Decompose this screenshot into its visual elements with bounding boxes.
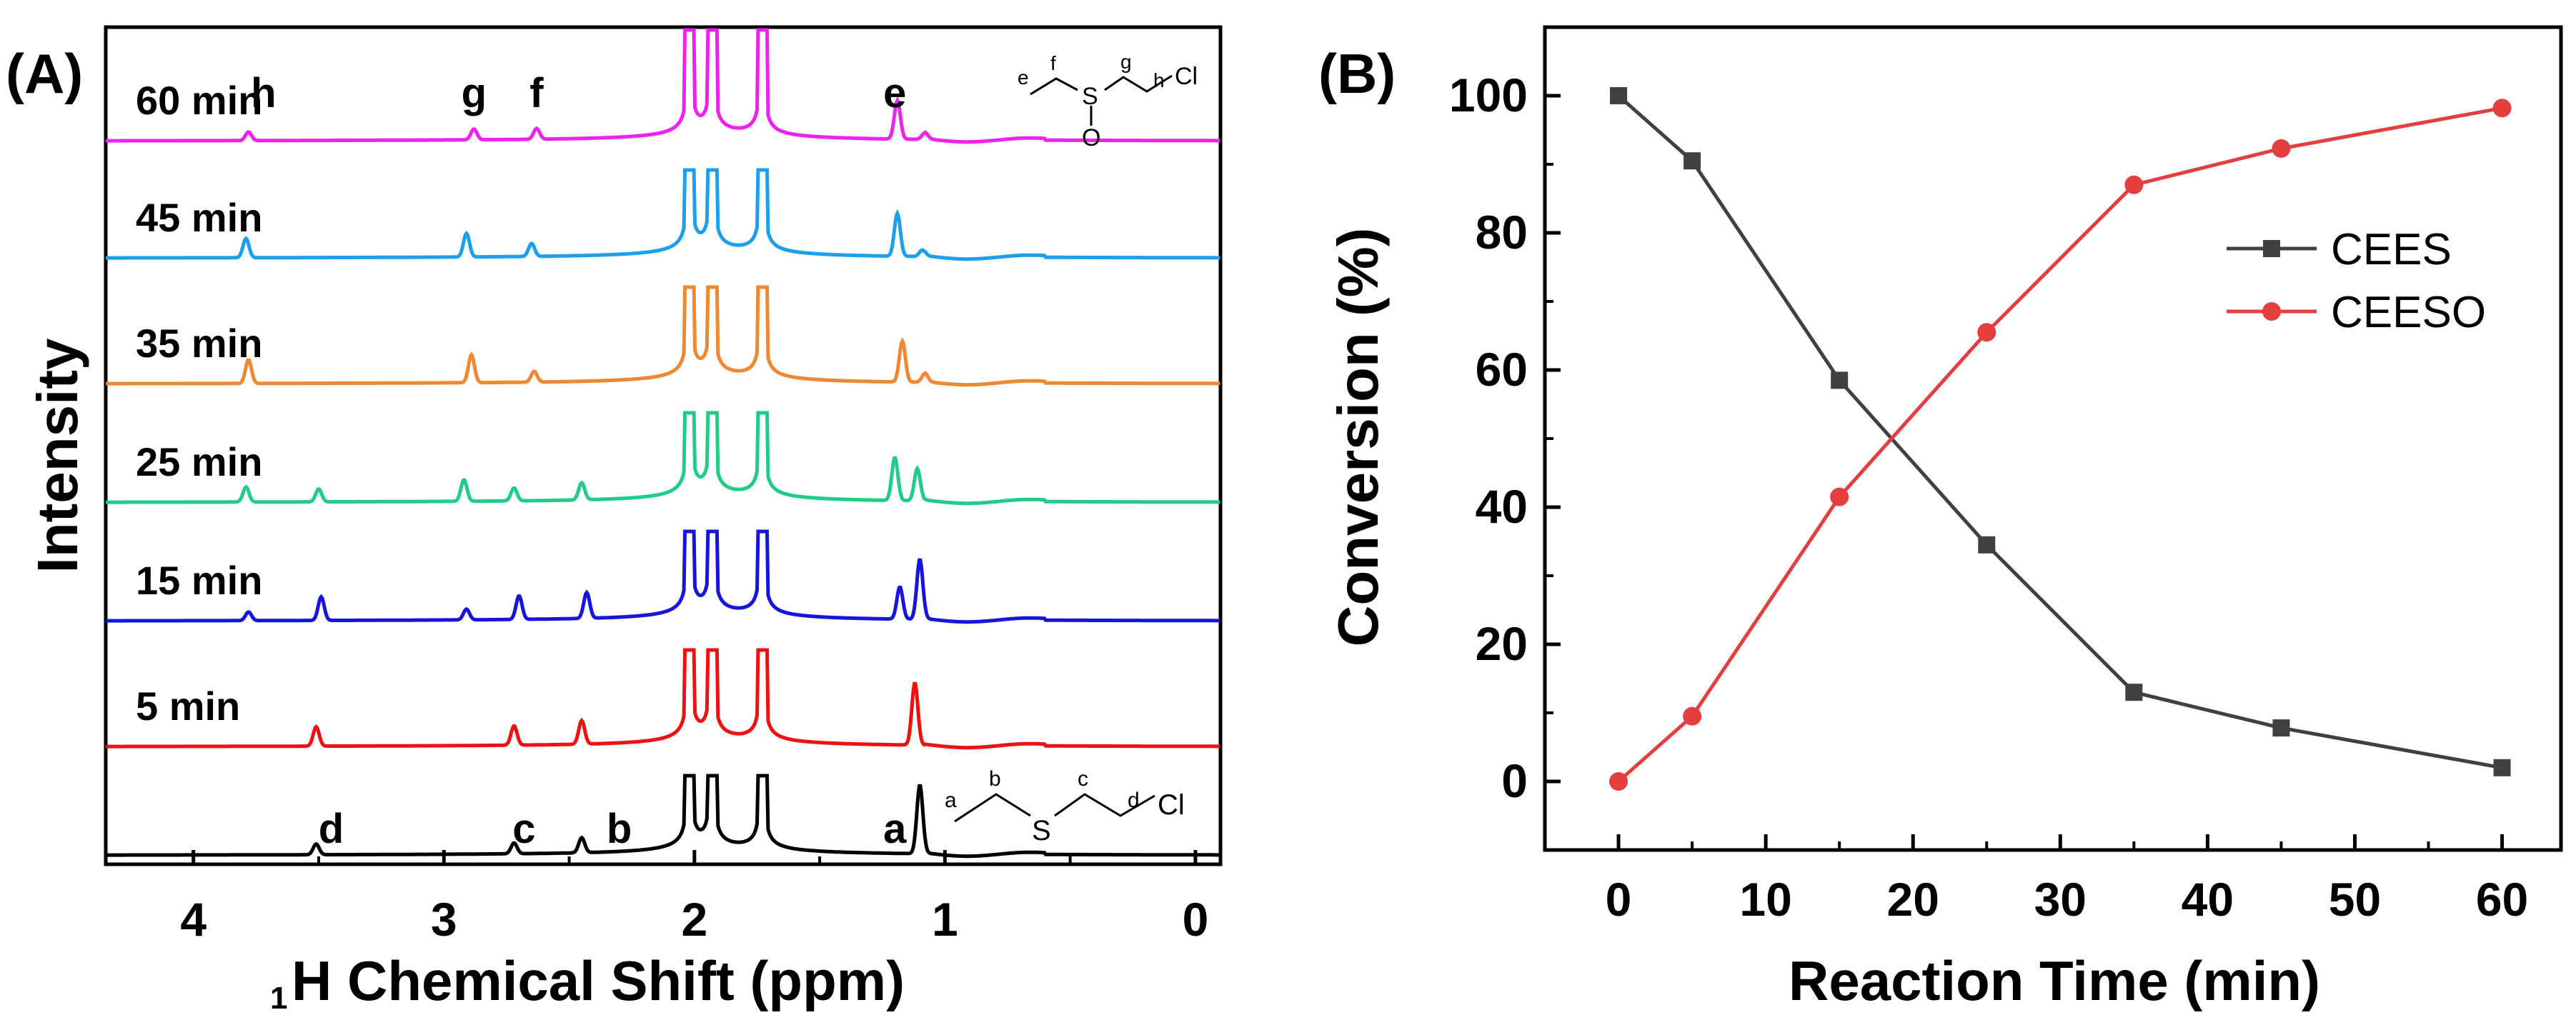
data-point-cees [2493, 759, 2511, 776]
legend-marker-ceeso [2262, 302, 2281, 321]
data-point-ceeso [1977, 323, 1996, 342]
time-label: 5 min [136, 684, 240, 729]
atom-label-s-product: S [1082, 83, 1098, 110]
time-label: 35 min [136, 321, 262, 366]
panel-a-x-tick-label: 3 [431, 893, 457, 946]
spectrum-line-35-min [106, 285, 1220, 387]
atom-label-e: e [1018, 66, 1029, 89]
atom-label-o: O [1082, 124, 1100, 151]
panel-b-y-tick-label: 80 [1476, 206, 1528, 259]
panel-a-x-axis: 4 3 2 1 0 [180, 850, 1208, 946]
panel-b-x-tick-label: 20 [1887, 873, 1939, 926]
peak-labels-layer: h g f e d c b a [251, 70, 907, 852]
series-line-cees [1617, 94, 2503, 770]
panel-a-x-tick-label: 4 [180, 893, 207, 946]
spectrum-line-25-min [106, 411, 1220, 506]
time-label: 15 min [136, 558, 262, 603]
peak-label-e: e [883, 70, 906, 116]
data-point-ceeso [1683, 706, 1702, 726]
atom-label-d: d [1128, 789, 1140, 812]
panel-b-x-tick-label: 60 [2476, 873, 2528, 926]
atom-label-b: b [989, 767, 1001, 791]
data-point-ceeso [2124, 175, 2144, 194]
data-point-ceeso [2492, 99, 2512, 118]
data-point-cees [1831, 371, 1849, 389]
panel-a-x-tick-label: 1 [932, 893, 958, 946]
data-point-ceeso [1830, 487, 1849, 506]
panel-b-y-tick-label: 0 [1501, 754, 1528, 807]
spectrum-line-reference [106, 774, 1220, 859]
spectrum-line-45-min [106, 168, 1220, 261]
data-point-ceeso [1609, 772, 1628, 791]
peak-label-f: f [529, 70, 544, 116]
peak-label-g: g [462, 70, 487, 116]
peak-label-c: c [512, 806, 535, 852]
cees-structure [954, 793, 1155, 823]
time-labels-layer: 60 min 45 min 35 min 25 min 15 min 5 min [136, 78, 262, 729]
atom-label-s-reactant: S [1032, 815, 1051, 846]
data-point-cees [2125, 684, 2143, 701]
atom-label-f: f [1050, 52, 1056, 74]
panel-b-y-tick-label: 60 [1476, 343, 1528, 396]
data-point-ceeso [2272, 139, 2291, 158]
legend-label-ceeso: CEESO [2331, 288, 2486, 337]
data-point-cees [2272, 719, 2290, 737]
atom-label-g: g [1120, 51, 1132, 73]
spectrum-line-15-min [106, 529, 1220, 624]
panel-a-frame [104, 25, 1223, 866]
time-label: 25 min [136, 439, 262, 484]
data-point-cees [1684, 152, 1701, 170]
panel-b-y-tick-label: 20 [1476, 617, 1528, 670]
legend: CEES CEESO [2227, 225, 2486, 337]
panel-b-label: (B) [1318, 42, 1396, 105]
panel-b-frame [1543, 25, 2563, 852]
peak-label-a: a [883, 806, 907, 852]
data-point-cees [1978, 536, 1996, 554]
panel-b-x-tick-label: 30 [2034, 873, 2087, 926]
peak-label-h: h [251, 70, 276, 116]
panel-b-x-tick-label: 50 [2329, 873, 2381, 926]
atom-label-h: h [1153, 69, 1165, 91]
spectra-layer [106, 28, 1220, 859]
series-line-ceeso [1617, 106, 2503, 783]
peak-label-b: b [607, 806, 632, 852]
ceeso-structure [1030, 74, 1173, 126]
panel-b-y-tick-label: 40 [1476, 480, 1528, 533]
spectrum-line-60-min [106, 28, 1220, 144]
panel-b-x-tick-label: 10 [1739, 873, 1791, 926]
legend-label-cees: CEES [2331, 225, 2452, 274]
panel-a-y-axis-title: Intensity [26, 338, 89, 573]
panel-b-y-tick-label: 100 [1449, 69, 1528, 121]
panel-b-axes: 0 10 20 30 40 50 60 0 20 40 60 80 100 [1449, 69, 2528, 926]
time-label: 45 min [136, 195, 262, 240]
panel-b-series [1609, 87, 2512, 791]
panel-b-x-axis-title: Reaction Time (min) [1789, 949, 2320, 1012]
panel-a-x-axis-title: H Chemical Shift (ppm) [292, 949, 905, 1012]
panel-a-x-tick-label: 0 [1183, 893, 1209, 946]
panel-a-label: (A) [6, 42, 83, 105]
peak-label-d: d [319, 806, 344, 852]
data-point-cees [1610, 87, 1628, 104]
atom-label-a: a [945, 789, 957, 812]
panel-b-x-tick-label: 0 [1606, 873, 1632, 926]
spectrum-line-5-min [106, 648, 1220, 750]
panel-a-x-tick-label: 2 [681, 893, 707, 946]
panel-b-y-axis-title: Conversion (%) [1326, 228, 1390, 647]
time-label: 60 min [136, 78, 262, 123]
atom-label-cl-reactant: Cl [1158, 789, 1185, 821]
panel-b-x-tick-label: 40 [2182, 873, 2234, 926]
atom-label-c: c [1078, 767, 1088, 791]
panel-a-xlabel-superscript: 1 [270, 981, 287, 1016]
legend-marker-cees [2263, 240, 2280, 257]
atom-label-cl-product: Cl [1175, 63, 1198, 90]
